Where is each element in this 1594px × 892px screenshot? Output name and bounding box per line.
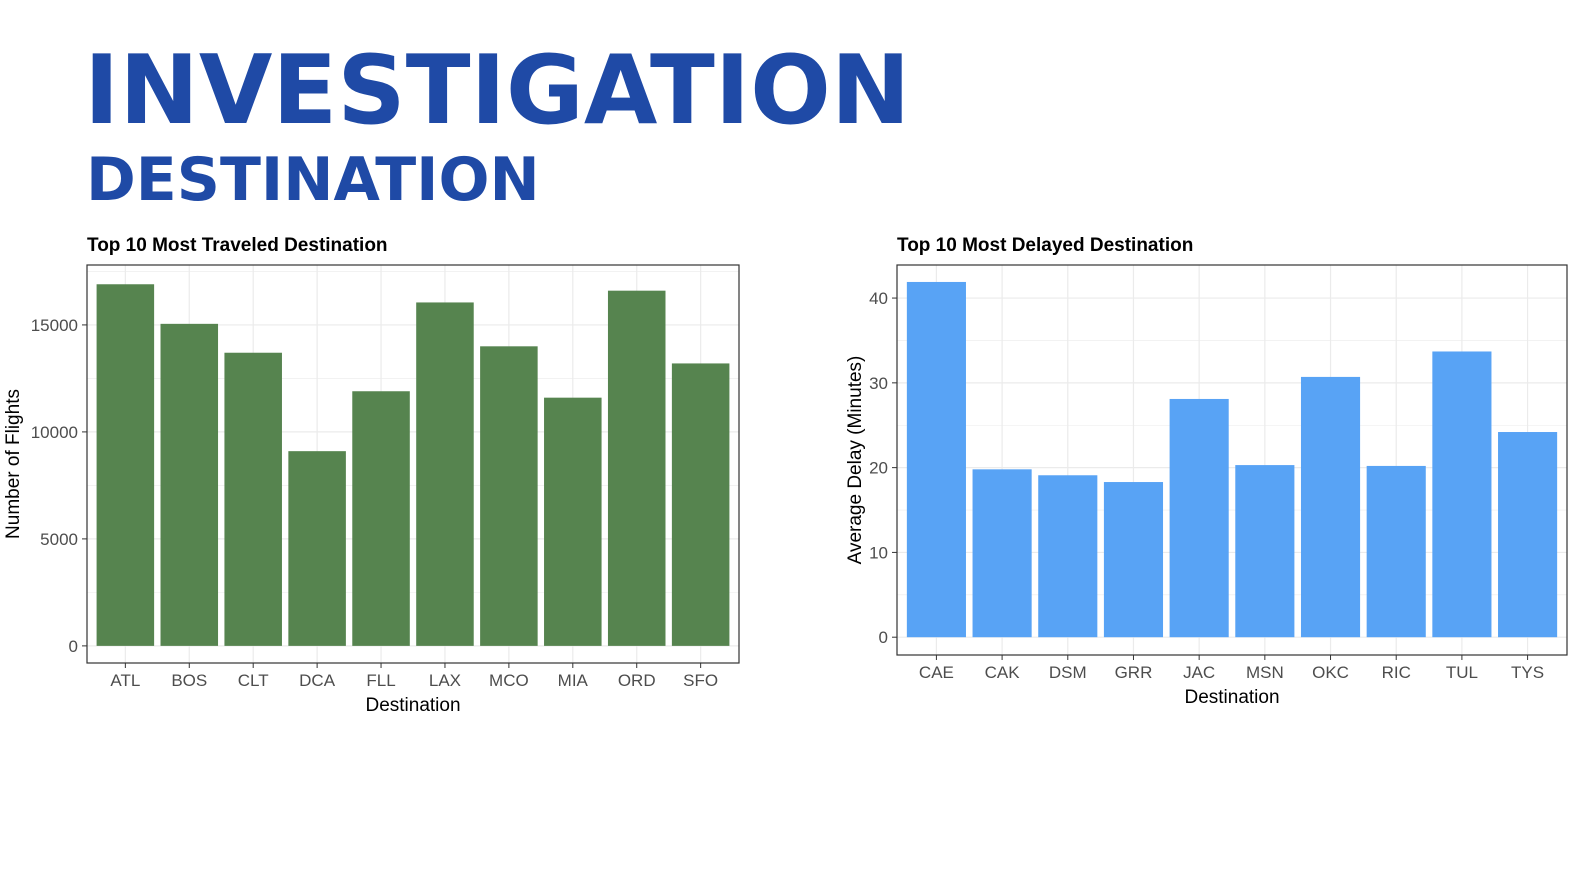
slide-title: INVESTIGATION	[84, 36, 911, 146]
x-tick-label: GRR	[1115, 663, 1153, 682]
bar-bos	[160, 323, 219, 646]
x-tick-label: TYS	[1511, 663, 1544, 682]
x-tick-label: MCO	[489, 671, 529, 690]
bar-mco	[480, 346, 538, 646]
bar-okc	[1300, 376, 1361, 638]
x-tick-label: MSN	[1246, 663, 1284, 682]
chart-title: Top 10 Most Traveled Destination	[87, 235, 388, 256]
y-tick-label: 10000	[31, 423, 78, 442]
bar-dca	[288, 451, 346, 646]
bars	[96, 284, 730, 646]
bar-ord	[607, 290, 666, 646]
bar-lax	[416, 302, 474, 646]
x-axis-title: Destination	[365, 695, 460, 716]
x-axis-title: Destination	[1184, 687, 1279, 708]
bar-cak	[972, 469, 1032, 638]
x-tick-label: OKC	[1312, 663, 1349, 682]
x-tick-label: MIA	[558, 671, 589, 690]
x-tick-label: CLT	[238, 671, 269, 690]
x-tick-label: SFO	[683, 671, 718, 690]
y-axis-title: Number of Flights	[3, 389, 24, 539]
y-tick-label: 10	[869, 543, 888, 562]
y-tick-label: 0	[69, 637, 78, 656]
bars	[906, 281, 1558, 638]
bar-tys	[1498, 432, 1558, 638]
x-tick-label: DSM	[1049, 663, 1087, 682]
x-tick-label: RIC	[1382, 663, 1411, 682]
bar-atl	[96, 284, 155, 646]
y-tick-label: 5000	[40, 530, 78, 549]
bar-dsm	[1038, 475, 1098, 638]
y-tick-label: 20	[869, 459, 888, 478]
panel-border	[896, 264, 1568, 656]
x-tick-label: BOS	[171, 671, 207, 690]
bar-mia	[544, 397, 602, 646]
y-axis-title: Average Delay (Minutes)	[845, 356, 866, 565]
x-tick-label: CAE	[919, 663, 954, 682]
bar-jac	[1169, 398, 1229, 638]
x-tick-label: FLL	[366, 671, 395, 690]
bar-clt	[224, 352, 282, 646]
chart-title: Top 10 Most Delayed Destination	[897, 235, 1193, 256]
y-tick-label: 30	[869, 374, 888, 393]
bar-sfo	[671, 363, 730, 646]
x-tick-label: ORD	[618, 671, 656, 690]
bar-tul	[1432, 351, 1492, 638]
y-tick-label: 40	[869, 289, 888, 308]
x-tick-label: TUL	[1446, 663, 1478, 682]
bar-msn	[1235, 465, 1295, 638]
y-tick-label: 0	[879, 628, 888, 647]
x-tick-label: ATL	[110, 671, 140, 690]
bar-ric	[1366, 465, 1426, 638]
x-tick-label: CAK	[985, 663, 1021, 682]
x-tick-label: DCA	[299, 671, 336, 690]
y-tick-label: 15000	[31, 316, 78, 335]
most-delayed-chart: Top 10 Most Delayed Destination 0 10 20 30 40…	[845, 235, 1568, 708]
most-traveled-chart: Top 10 Most Traveled Destination 0 5000 100…	[3, 235, 740, 716]
bar-grr	[1103, 482, 1164, 638]
bar-cae	[906, 281, 966, 638]
x-tick-label: LAX	[429, 671, 461, 690]
bar-fll	[352, 391, 410, 646]
slide-subtitle: DESTINATION	[86, 145, 540, 215]
panel-border	[86, 264, 740, 664]
x-tick-label: JAC	[1183, 663, 1215, 682]
